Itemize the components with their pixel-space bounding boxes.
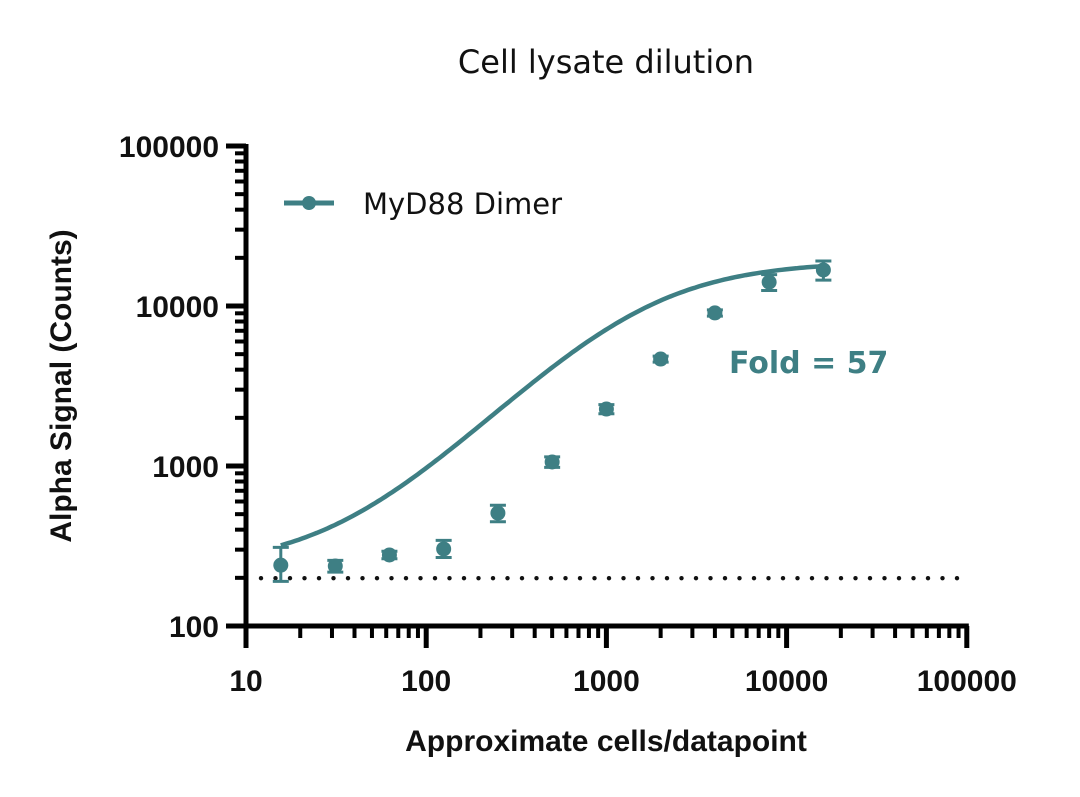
y-tick-label: 1000 <box>152 451 219 484</box>
data-point <box>761 274 777 290</box>
data-point <box>598 401 614 417</box>
data-point <box>490 505 506 521</box>
x-tick-label: 100 <box>401 665 451 698</box>
baseline-reference-line <box>258 575 960 581</box>
legend-label: MyD88 Dimer <box>363 187 562 221</box>
data-point <box>327 558 343 574</box>
y-tick-label: 10000 <box>136 291 219 324</box>
x-tick-label: 10000 <box>745 665 828 698</box>
legend-marker-icon <box>302 196 316 210</box>
series-myd88-dimer <box>272 259 832 583</box>
chart-title: Cell lysate dilution <box>458 43 754 81</box>
x-axis-label: Approximate cells/datapoint <box>405 725 807 758</box>
data-point <box>653 351 669 367</box>
fit-curve <box>280 263 822 548</box>
data-point <box>381 547 397 563</box>
fold-annotation: Fold = 57 <box>729 346 888 381</box>
data-point <box>815 262 831 278</box>
data-point <box>707 305 723 321</box>
axes: 100 1000 10000 100000 10 100 1000 10000 100000 <box>119 131 1017 698</box>
data-point <box>273 557 289 573</box>
y-tick-label: 100 <box>169 611 219 644</box>
y-tick-label: 100000 <box>119 131 219 164</box>
x-tick-label: 100000 <box>917 665 1017 698</box>
legend: MyD88 Dimer <box>284 187 562 221</box>
data-point <box>436 541 452 557</box>
data-point <box>544 454 560 470</box>
y-axis-label: Alpha Signal (Counts) <box>45 229 78 542</box>
x-tick-label: 10 <box>229 665 262 698</box>
x-tick-label: 1000 <box>573 665 640 698</box>
